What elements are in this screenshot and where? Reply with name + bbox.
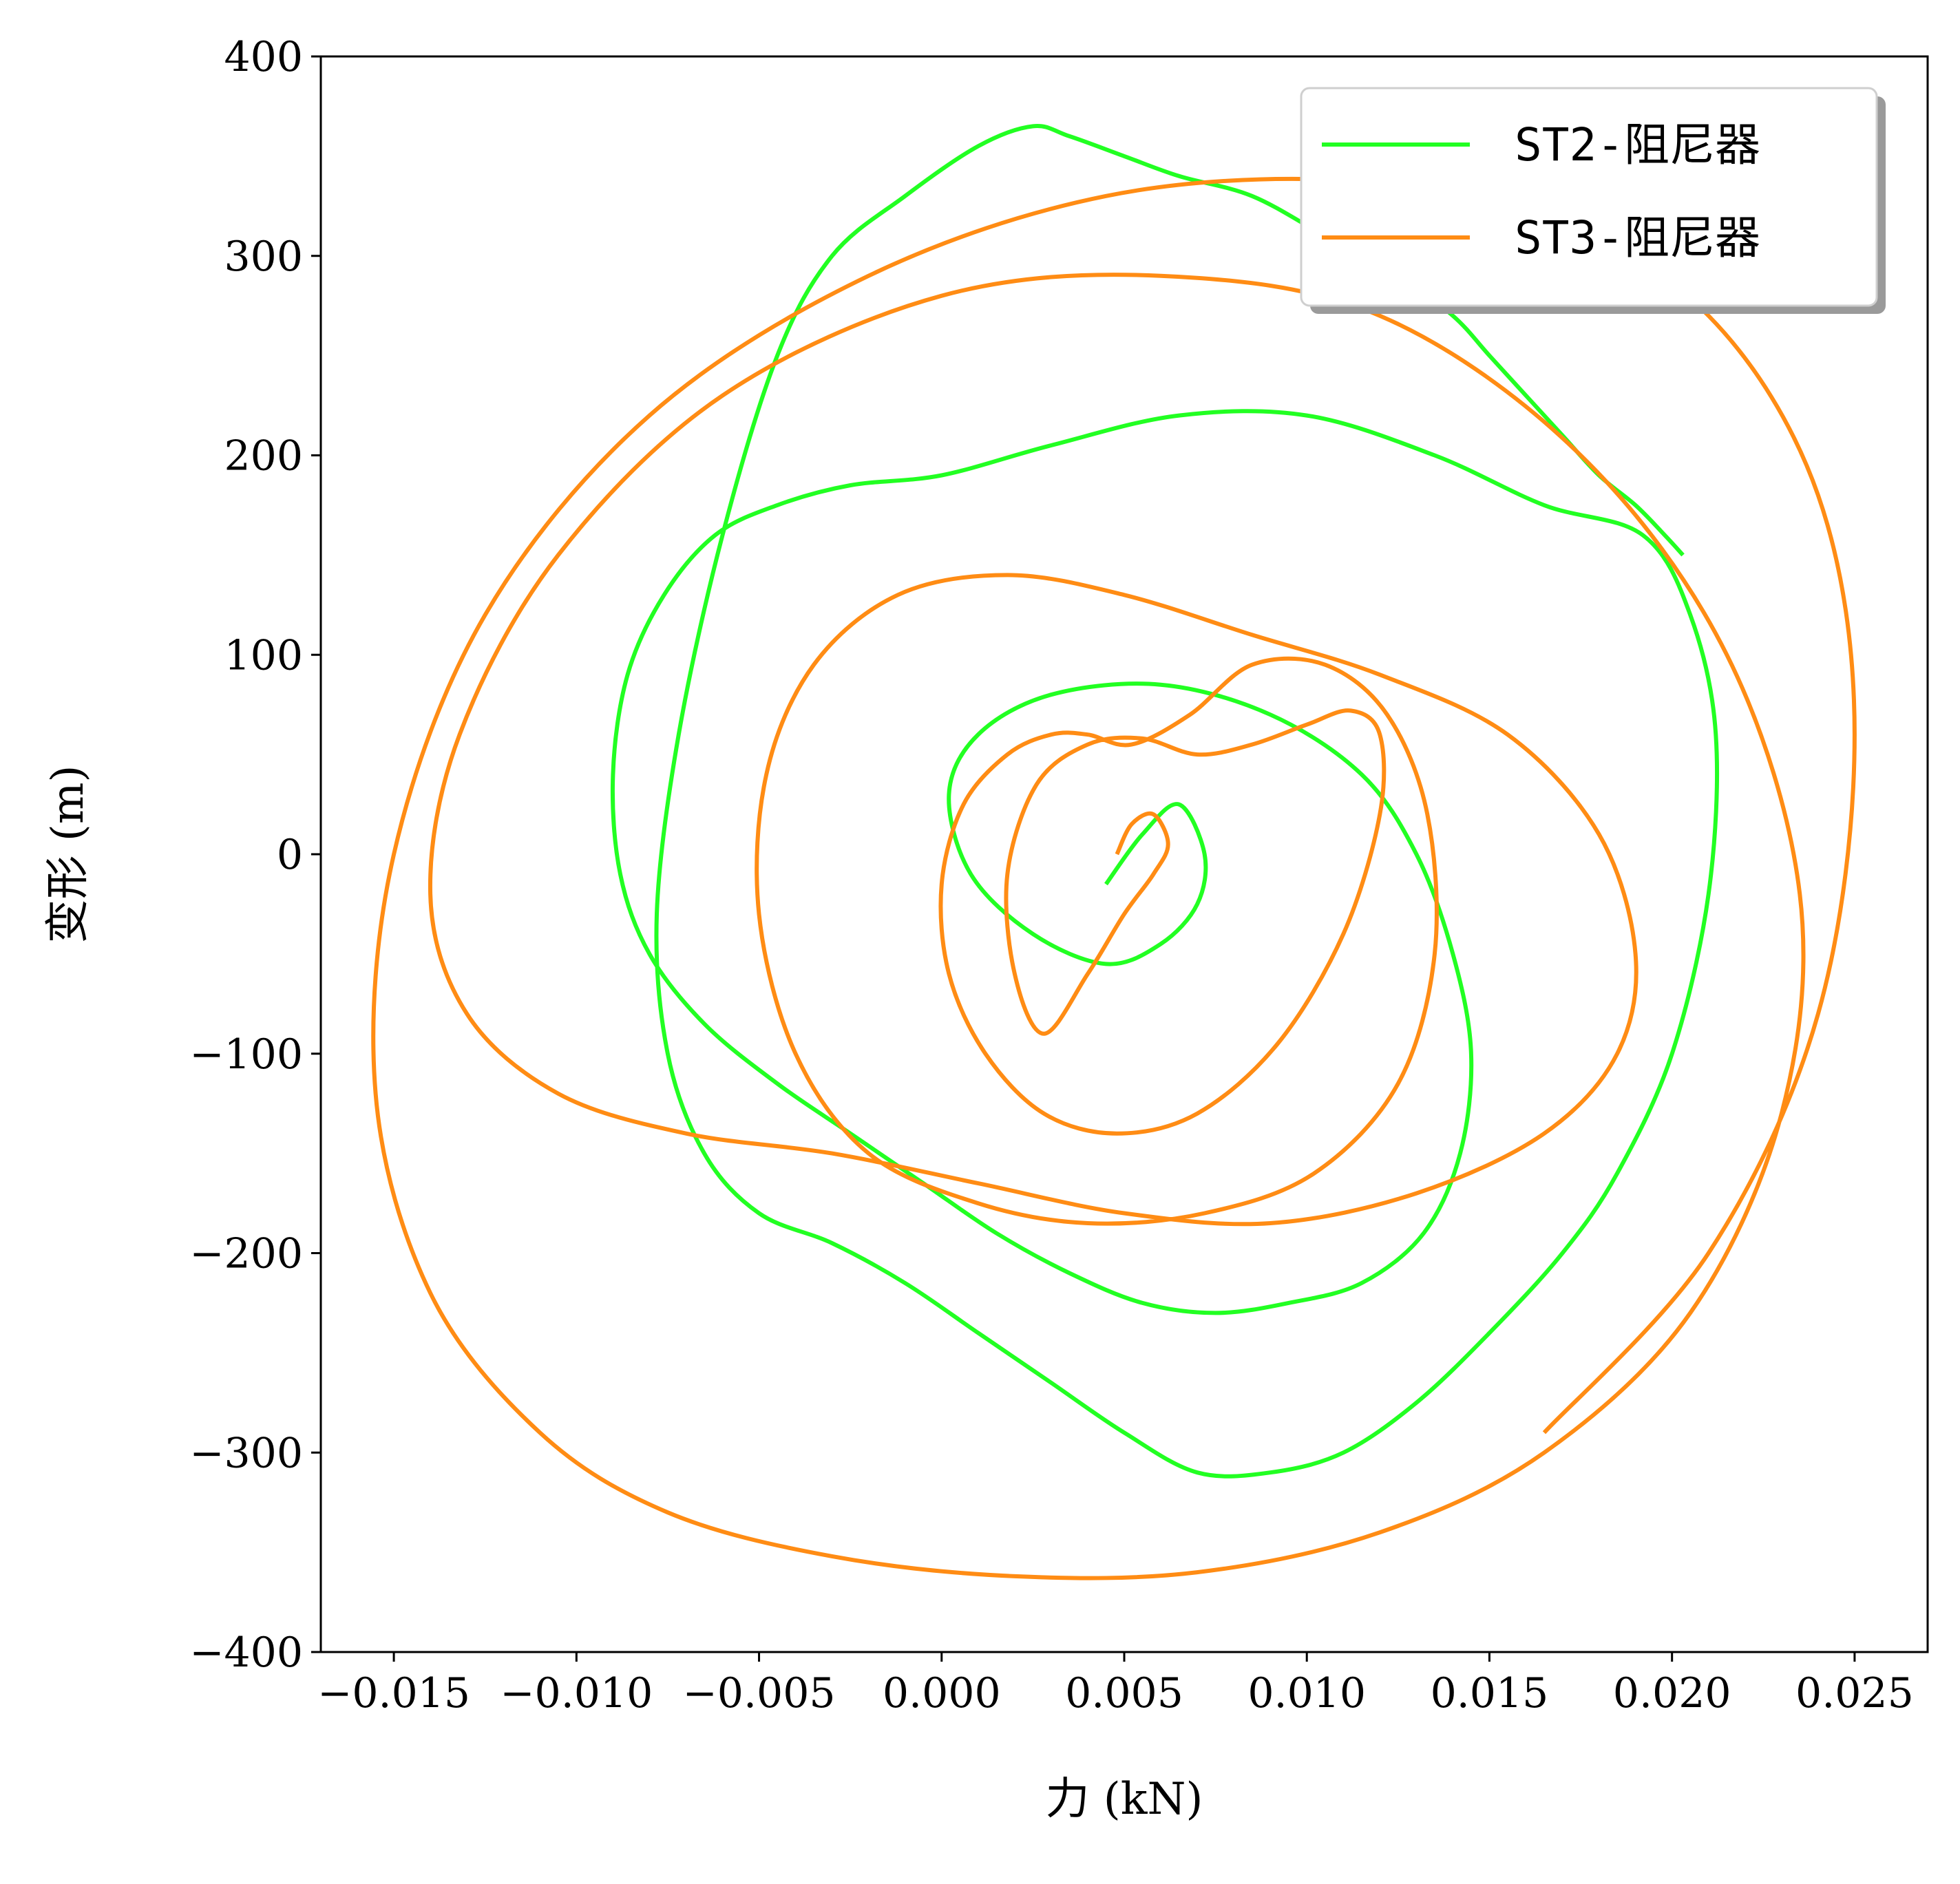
x-axis-label: 力 (kN) bbox=[1045, 1774, 1203, 1825]
x-tick-label: −0.010 bbox=[500, 1669, 653, 1717]
legend-label-st2: ST2-阻尼器 bbox=[1515, 118, 1760, 171]
y-tick-label: −400 bbox=[189, 1629, 303, 1677]
x-tick-label: −0.005 bbox=[683, 1669, 836, 1717]
y-tick-label: 300 bbox=[224, 233, 303, 281]
y-tick-label: 400 bbox=[224, 33, 303, 81]
series-line-st3 bbox=[371, 176, 1857, 1580]
x-tick-label: 0.020 bbox=[1613, 1669, 1731, 1717]
x-tick-label: −0.015 bbox=[317, 1669, 470, 1717]
series-layer bbox=[371, 124, 1857, 1580]
x-axis: −0.015 −0.010 −0.005 0.000 0.005 0.010 0.015 0.… bbox=[317, 1652, 1914, 1717]
x-tick-label: 0.015 bbox=[1431, 1669, 1549, 1717]
y-tick-label: −100 bbox=[189, 1030, 303, 1079]
x-tick-label: 0.000 bbox=[883, 1669, 1001, 1717]
legend: ST2-阻尼器 ST3-阻尼器 bbox=[1300, 87, 1886, 314]
y-tick-label: −300 bbox=[189, 1429, 303, 1477]
x-tick-label: 0.010 bbox=[1247, 1669, 1366, 1717]
y-tick-label: 0 bbox=[277, 831, 303, 879]
y-tick-label: 100 bbox=[224, 631, 303, 679]
series-line-st2 bbox=[610, 124, 1720, 1479]
y-axis: −400 −300 −200 −100 0 100 200 300 400 bbox=[189, 33, 321, 1677]
y-tick-label: −200 bbox=[189, 1230, 303, 1278]
legend-label-st3: ST3-阻尼器 bbox=[1515, 211, 1760, 264]
x-tick-label: 0.005 bbox=[1065, 1669, 1183, 1717]
y-tick-label: 200 bbox=[224, 432, 303, 480]
y-axis-label: 变形 (m) bbox=[43, 765, 94, 944]
x-tick-label: 0.025 bbox=[1795, 1669, 1914, 1717]
